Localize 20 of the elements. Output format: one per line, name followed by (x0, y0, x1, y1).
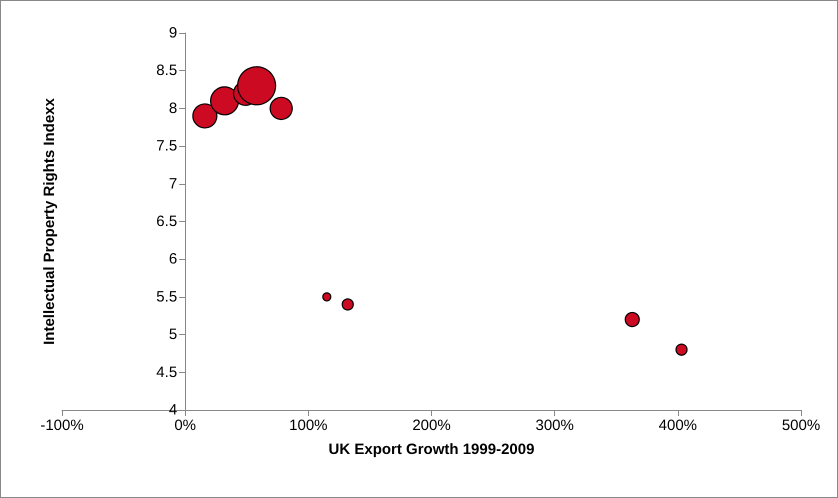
x-axis-title: UK Export Growth 1999-2009 (328, 441, 534, 458)
x-tick-label: -100% (40, 417, 84, 434)
y-tick-label: 4 (168, 402, 178, 418)
x-tick-label: 0% (174, 417, 196, 434)
y-tick-label: 7.5 (156, 138, 178, 155)
x-tick-label: 400% (658, 417, 698, 434)
y-tick-label: 8 (168, 100, 178, 117)
y-tick-label: 5.5 (156, 288, 178, 306)
x-tick-label: 200% (412, 417, 451, 434)
y-tick-label: 4.5 (156, 364, 178, 381)
x-tick-label: 300% (535, 417, 574, 434)
y-tick-label: 6.5 (156, 213, 178, 230)
y-tick-label: 5 (168, 326, 178, 344)
y-axis-title: Intellectual Property Rights Indexx (41, 97, 58, 345)
y-tick-label: 8.5 (156, 62, 178, 80)
y-tick-label: 9 (168, 24, 178, 42)
x-tick-label: 500% (782, 417, 820, 434)
x-tick-label: 100% (289, 417, 328, 434)
y-tick-label: 7 (168, 175, 178, 192)
y-tick-label: 6 (168, 250, 178, 268)
